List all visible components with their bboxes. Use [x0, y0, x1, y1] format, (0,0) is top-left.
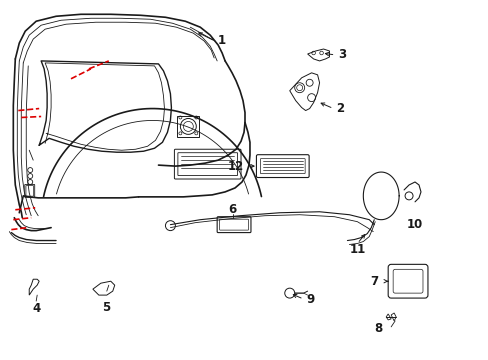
Text: 3: 3 — [338, 49, 346, 62]
Text: 12: 12 — [227, 159, 244, 172]
Polygon shape — [307, 49, 329, 61]
FancyBboxPatch shape — [178, 153, 237, 176]
Text: 5: 5 — [102, 301, 110, 314]
Polygon shape — [386, 314, 390, 320]
FancyBboxPatch shape — [256, 155, 308, 177]
FancyBboxPatch shape — [219, 219, 248, 230]
Text: 10: 10 — [406, 218, 423, 231]
Polygon shape — [289, 73, 319, 111]
FancyBboxPatch shape — [260, 159, 305, 174]
FancyBboxPatch shape — [26, 186, 34, 196]
FancyBboxPatch shape — [217, 217, 250, 233]
FancyBboxPatch shape — [25, 184, 35, 197]
Polygon shape — [390, 313, 395, 321]
Text: 2: 2 — [336, 102, 344, 115]
Text: 1: 1 — [218, 33, 226, 46]
FancyBboxPatch shape — [174, 149, 241, 179]
Polygon shape — [93, 281, 115, 295]
Text: 4: 4 — [32, 302, 41, 315]
Text: 7: 7 — [369, 275, 378, 288]
Text: 8: 8 — [373, 322, 382, 336]
Text: 11: 11 — [349, 243, 365, 256]
Text: 9: 9 — [306, 293, 314, 306]
FancyBboxPatch shape — [177, 116, 199, 137]
FancyBboxPatch shape — [387, 264, 427, 298]
FancyBboxPatch shape — [392, 269, 422, 293]
Polygon shape — [29, 279, 39, 295]
Text: 6: 6 — [227, 203, 236, 216]
